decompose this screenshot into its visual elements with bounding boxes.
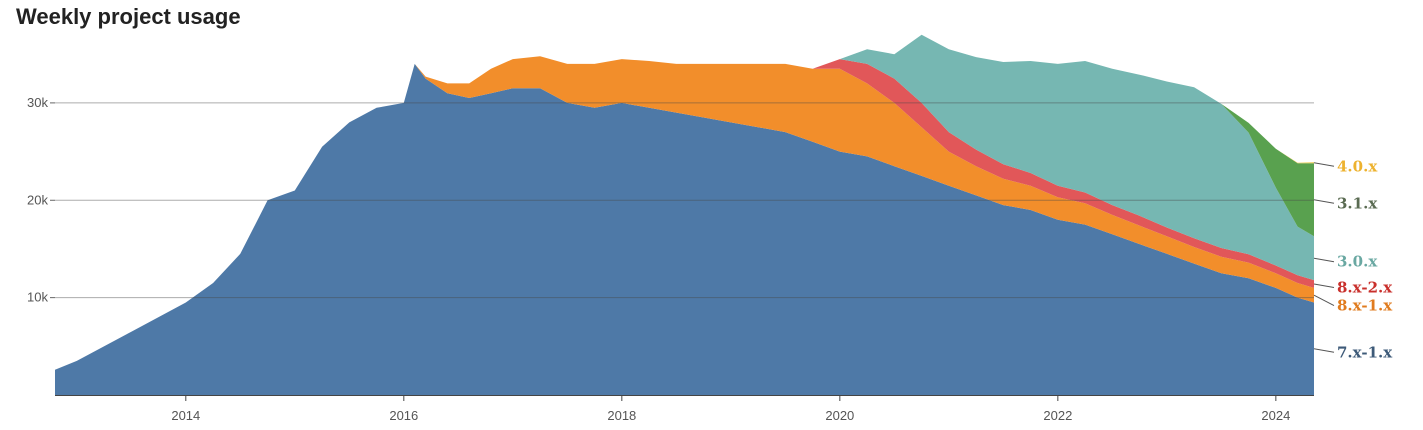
gridlines [55,102,1314,299]
series-area-7-x-1-x [55,63,1314,396]
series-label-8-x-2-x: 8.x-2.x [1337,279,1393,297]
chart-title: Weekly project usage [16,4,241,29]
series-label-3-1-x: 3.1.x [1337,194,1378,212]
y-tick-label: 10k [27,290,48,305]
x-axis: 2014 2016 2018 2020 2022 2024 [55,395,1314,423]
series-areas [55,34,1314,396]
x-tick-label: 2022 [1043,408,1072,423]
series-area-3-0-x [55,34,1314,370]
x-tick-label: 2014 [171,408,200,423]
x-tick-label: 2024 [1261,408,1290,423]
x-tick-label: 2016 [389,408,418,423]
y-axis: 10k 20k 30k [27,95,55,305]
series-label-connector [1313,348,1335,353]
series-label-3-0-x: 3.0.x [1337,253,1378,271]
series-label-7-x-1-x: 7.x-1.x [1337,343,1393,361]
x-tick-label: 2020 [825,408,854,423]
series-label-8-x-1-x: 8.x-1.x [1337,297,1393,315]
series-end-labels: 4.0.x 3.1.x 3.0.x 8.x-2.x8.x-1.x 7.x-1.x [1313,157,1393,361]
x-tick-label: 2018 [607,408,636,423]
y-tick-label: 30k [27,95,48,110]
series-label-connector [1313,283,1335,289]
series-area-8-x-1-x [55,56,1314,370]
y-tick-label: 20k [27,192,48,207]
series-label-connector [1313,199,1335,204]
series-label-connector [1313,294,1335,306]
series-label-connector [1313,257,1335,263]
series-label-connector [1313,162,1335,167]
series-label-4-0-x: 4.0.x [1337,157,1378,175]
